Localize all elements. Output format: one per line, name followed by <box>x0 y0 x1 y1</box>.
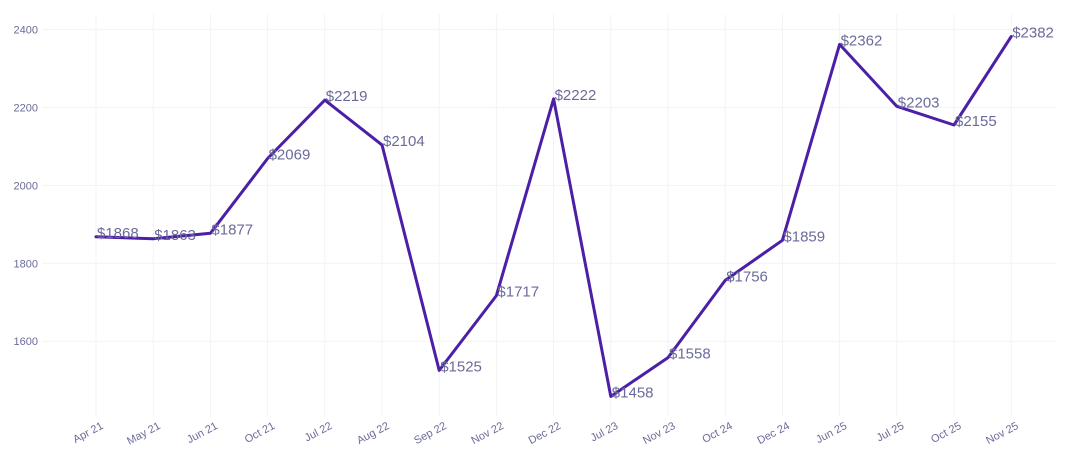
data-label: $2104 <box>383 133 425 150</box>
data-label: $2222 <box>555 87 597 104</box>
x-tick-label: Oct 25 <box>929 420 963 446</box>
data-label: $2069 <box>269 147 311 164</box>
series-line <box>94 35 1013 398</box>
data-label: $1717 <box>497 284 539 301</box>
y-tick-label: 2200 <box>14 102 38 114</box>
y-tick-label: 2000 <box>14 180 38 192</box>
data-label: $1756 <box>726 268 768 285</box>
data-label: $2155 <box>955 113 997 130</box>
x-tick-label: Aug 22 <box>355 420 391 447</box>
x-tick-label: Dec 22 <box>527 420 563 447</box>
x-tick-label: May 21 <box>125 420 162 448</box>
y-tick-label: 1800 <box>14 258 38 270</box>
data-label: $1458 <box>612 385 654 402</box>
data-label: $1859 <box>783 228 825 245</box>
x-tick-label: Jun 21 <box>185 420 220 446</box>
y-tick-label: 2400 <box>14 25 38 37</box>
x-tick-label: Jun 25 <box>814 420 849 446</box>
x-tick-label: Sep 22 <box>412 420 448 447</box>
x-tick-label: Jul 22 <box>303 420 335 444</box>
data-labels: $1868 $1863 $1877 $2069 $2219 $2104 $1525 $1717… <box>97 25 1054 402</box>
data-label: $1877 <box>211 221 253 238</box>
data-label: $1863 <box>154 227 196 244</box>
x-tick-label: Oct 24 <box>700 420 734 446</box>
x-tick-label: Dec 24 <box>755 420 791 447</box>
data-label: $2362 <box>841 32 883 49</box>
x-tick-label: Oct 21 <box>243 420 277 446</box>
data-label: $2219 <box>326 88 368 105</box>
y-axis: 1600 1800 2000 2200 2400 <box>14 25 38 349</box>
y-tick-label: 1600 <box>14 336 38 348</box>
data-label: $2382 <box>1012 25 1054 42</box>
data-label: $1868 <box>97 225 139 242</box>
x-tick-label: Nov 25 <box>984 420 1020 447</box>
x-tick-label: Jul 23 <box>589 420 621 444</box>
x-tick-label: Nov 22 <box>469 420 505 447</box>
x-tick-label: Jul 25 <box>875 420 907 444</box>
data-label: $2203 <box>898 94 940 111</box>
grid-layer <box>42 14 1056 416</box>
x-tick-label: Nov 23 <box>641 420 677 447</box>
data-label: $1525 <box>440 358 482 375</box>
x-tick-label: Apr 21 <box>71 420 105 446</box>
x-axis: Apr 21 May 21 Jun 21 Oct 21 Jul 22 Aug 22 Sep … <box>71 420 1020 448</box>
data-label: $1558 <box>669 346 711 363</box>
